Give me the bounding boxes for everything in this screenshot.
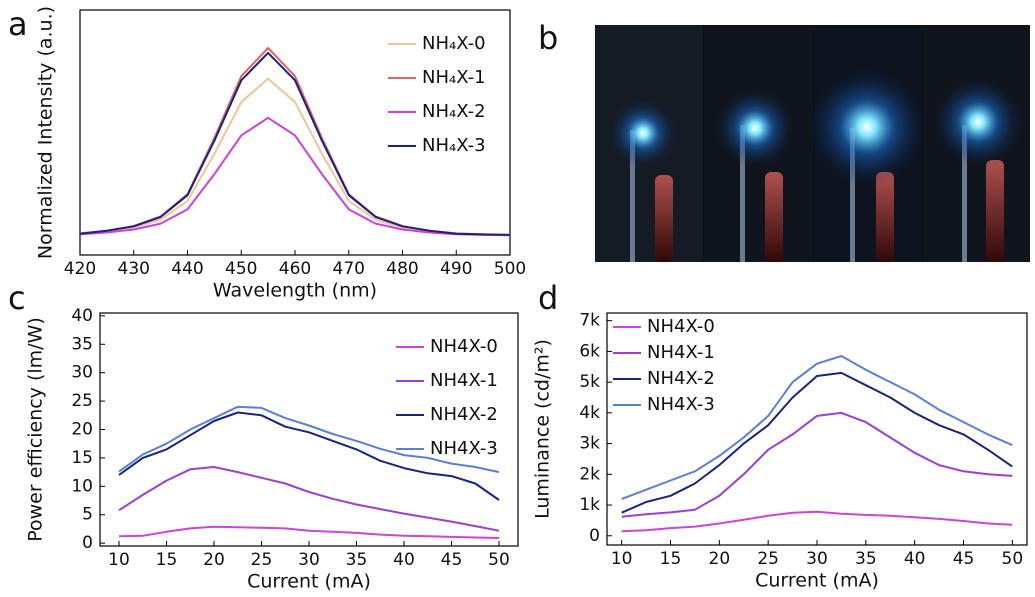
x-tick-label: 420 <box>64 259 96 279</box>
panel-label: c <box>8 279 26 317</box>
x-tick-label: 45 <box>953 549 975 569</box>
y-tick-label: 10 <box>71 476 93 496</box>
legend-label: NH₄X-2 <box>422 101 486 122</box>
y-tick-label: 15 <box>71 448 93 468</box>
legend-label: NH₄X-1 <box>422 67 486 88</box>
x-tick-label: 50 <box>1002 549 1024 569</box>
x-tick-label: 430 <box>118 259 150 279</box>
y-tick-label: 35 <box>71 334 93 354</box>
series-line <box>118 525 500 539</box>
x-tick-label: 50 <box>488 550 510 570</box>
x-tick-label: 490 <box>440 259 472 279</box>
x-tick-label: 35 <box>346 550 368 570</box>
x-tick-label: 460 <box>279 259 311 279</box>
x-tick-label: 10 <box>611 549 633 569</box>
x-tick-label: 15 <box>156 550 178 570</box>
y-tick-label: 0 <box>589 526 600 546</box>
y-tick-label: 1k <box>579 495 600 515</box>
series-line <box>118 411 500 501</box>
legend-label: NH4X-2 <box>647 368 715 389</box>
x-axis-label: Current (mA) <box>247 571 371 593</box>
y-axis-label: Luminance (cd/m²) <box>532 339 554 519</box>
y-tick-label: 7k <box>579 311 600 331</box>
x-tick-label: 45 <box>441 550 463 570</box>
panel-label: a <box>8 5 28 43</box>
x-tick-label: 40 <box>393 550 415 570</box>
photo-4 <box>923 25 1030 262</box>
y-tick-label: 6k <box>579 341 600 361</box>
panel-label: b <box>538 19 558 57</box>
x-tick-label: 450 <box>225 259 257 279</box>
series-line <box>79 116 511 237</box>
y-tick-label: 4k <box>579 403 600 423</box>
legend-label: NH4X-2 <box>430 404 498 425</box>
series-line <box>118 405 500 474</box>
series-line <box>621 371 1013 514</box>
x-tick-label: 30 <box>298 550 320 570</box>
legend-label: NH₄X-0 <box>422 33 486 54</box>
y-tick-label: 2k <box>579 464 600 484</box>
y-tick-label: 40 <box>71 306 93 326</box>
photo-3 <box>807 25 927 262</box>
series-line <box>118 466 500 532</box>
x-axis-label: Wavelength (nm) <box>213 280 377 302</box>
y-axis-label: Normalized Intensity (a.u.) <box>35 6 57 259</box>
x-tick-label: 15 <box>660 549 682 569</box>
x-tick-label: 500 <box>494 259 526 279</box>
series-line <box>621 355 1013 500</box>
legend-label: NH4X-0 <box>647 316 715 337</box>
y-tick-label: 5 <box>82 505 93 525</box>
x-tick-label: 470 <box>333 259 365 279</box>
x-tick-label: 10 <box>108 550 130 570</box>
x-tick-label: 440 <box>171 259 203 279</box>
legend-label: NH4X-3 <box>430 438 498 459</box>
photo-2 <box>704 25 813 262</box>
y-tick-label: 25 <box>71 391 93 411</box>
x-tick-label: 35 <box>855 549 877 569</box>
x-tick-label: 480 <box>386 259 418 279</box>
y-tick-label: 0 <box>82 533 93 553</box>
x-tick-label: 25 <box>757 549 779 569</box>
y-axis-label: Power efficiency (lm/W) <box>25 317 47 542</box>
photo-panel <box>595 25 1030 262</box>
y-tick-label: 30 <box>71 363 93 383</box>
x-tick-label: 40 <box>904 549 926 569</box>
legend-label: NH₄X-3 <box>422 135 486 156</box>
photo-1 <box>595 25 703 262</box>
x-tick-label: 25 <box>251 550 273 570</box>
series-line <box>621 510 1013 533</box>
series-line <box>621 411 1013 518</box>
x-tick-label: 30 <box>806 549 828 569</box>
y-tick-label: 5k <box>579 372 600 392</box>
panel-label: d <box>538 279 558 317</box>
legend-label: NH4X-1 <box>647 342 715 363</box>
legend-label: NH4X-0 <box>430 336 498 357</box>
legend-label: NH4X-3 <box>647 394 715 415</box>
y-tick-label: 20 <box>71 420 93 440</box>
y-tick-label: 3k <box>579 434 600 454</box>
x-axis-label: Current (mA) <box>755 570 879 592</box>
legend-label: NH4X-1 <box>430 370 498 391</box>
x-tick-label: 20 <box>203 550 225 570</box>
x-tick-label: 20 <box>709 549 731 569</box>
series-line <box>79 51 511 236</box>
